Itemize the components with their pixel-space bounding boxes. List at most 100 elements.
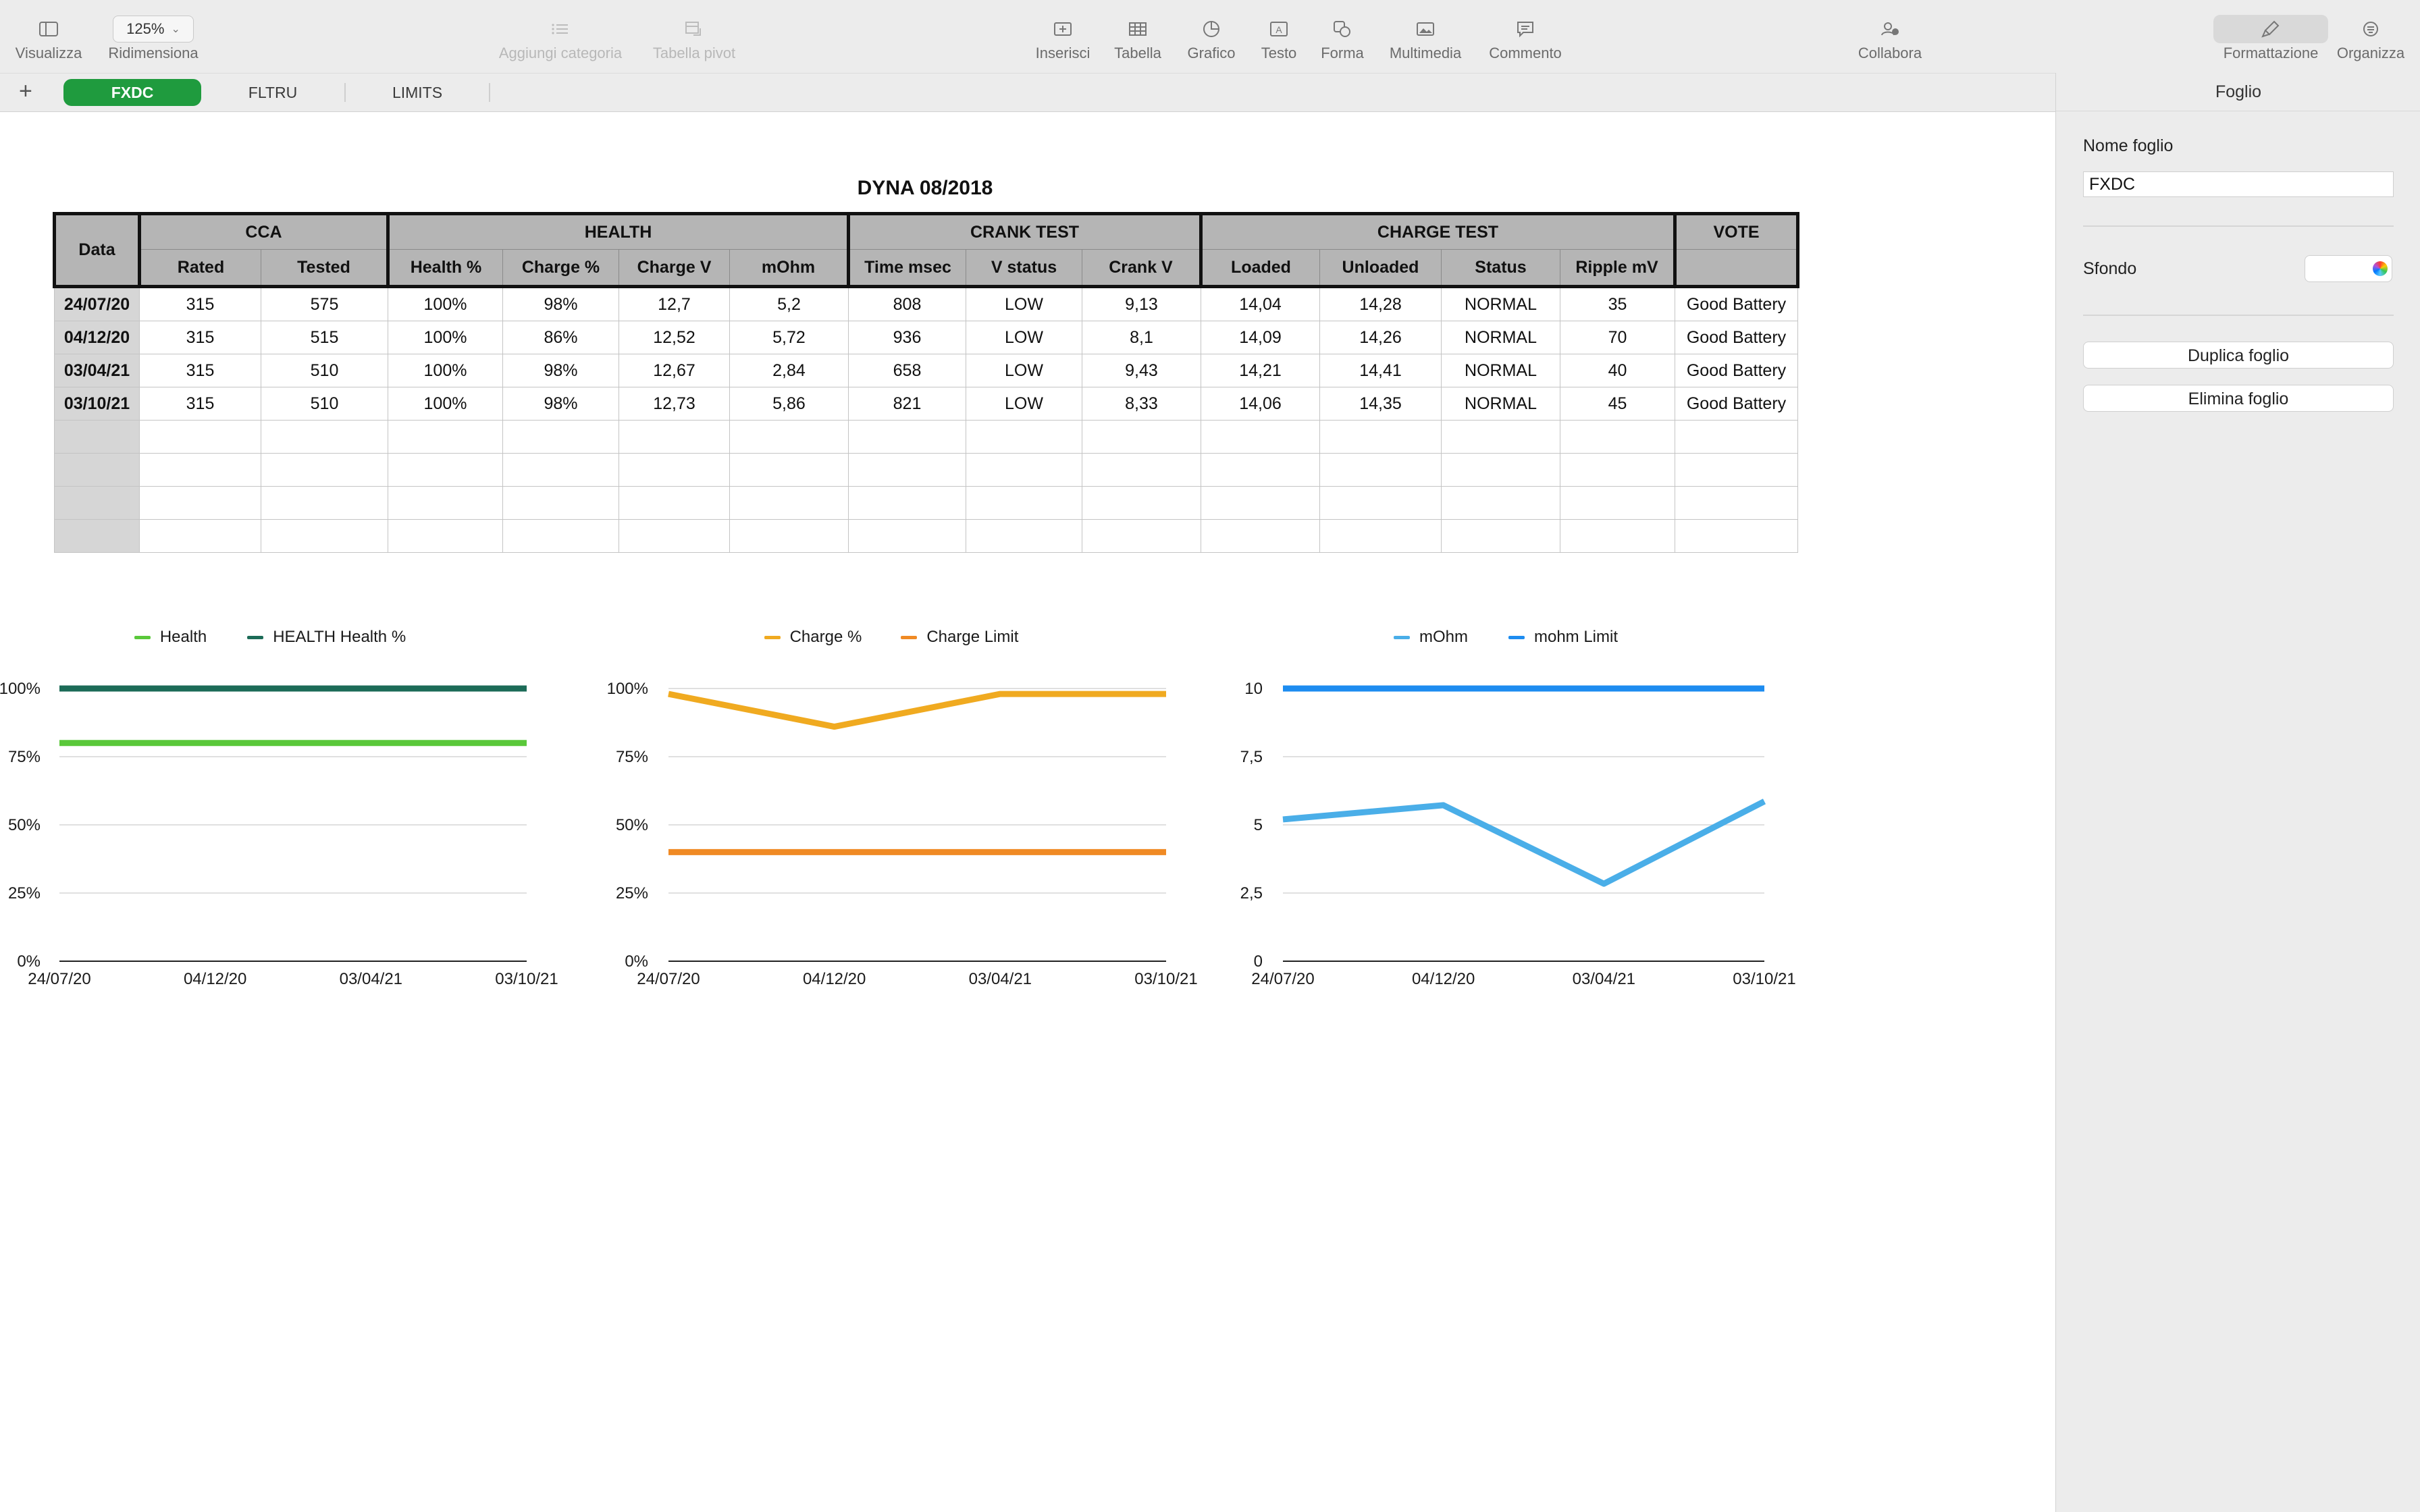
table-cell[interactable]: 14,35: [1319, 387, 1442, 421]
table-cell[interactable]: NORMAL: [1441, 387, 1560, 421]
table-cell[interactable]: [848, 486, 966, 520]
organize-button[interactable]: Organizza: [2334, 14, 2408, 68]
table-cell[interactable]: 14,04: [1201, 286, 1320, 321]
table-cell[interactable]: 8,1: [1082, 321, 1201, 354]
table-cell[interactable]: 98%: [502, 286, 619, 321]
table-cell[interactable]: 2,84: [729, 354, 849, 387]
table-cell[interactable]: 510: [261, 354, 388, 387]
table-cell[interactable]: 12,67: [619, 354, 730, 387]
table-cell[interactable]: 510: [261, 387, 388, 421]
add-category-button[interactable]: Aggiungi categoria: [493, 14, 628, 68]
table-cell[interactable]: [848, 453, 966, 487]
table-cell[interactable]: [261, 420, 388, 454]
table-cell[interactable]: [502, 420, 619, 454]
table-cell[interactable]: [388, 420, 503, 454]
table-cell[interactable]: [1082, 519, 1201, 553]
table-cell[interactable]: 315: [139, 387, 261, 421]
table-cell[interactable]: [1560, 486, 1675, 520]
table-cell[interactable]: Good Battery: [1675, 286, 1798, 321]
health-chart[interactable]: 0% 25% 50% 75% 100% 24/07/20 04/12/20 03/04/21 0…: [0, 608, 587, 1006]
table-cell[interactable]: [261, 519, 388, 553]
table-cell[interactable]: 315: [139, 321, 261, 354]
table-cell[interactable]: 658: [848, 354, 966, 387]
color-wheel-icon[interactable]: [2373, 261, 2388, 276]
table-cell[interactable]: [1560, 420, 1675, 454]
table-cell[interactable]: [139, 453, 261, 487]
table-cell[interactable]: NORMAL: [1441, 354, 1560, 387]
table-cell[interactable]: 14,09: [1201, 321, 1320, 354]
row-header-empty[interactable]: [54, 486, 140, 520]
table-cell[interactable]: 821: [848, 387, 966, 421]
table-cell[interactable]: 70: [1560, 321, 1675, 354]
table-cell[interactable]: LOW: [966, 321, 1082, 354]
table-cell[interactable]: [848, 420, 966, 454]
row-date[interactable]: 24/07/20: [54, 286, 140, 321]
tab-fltru[interactable]: FLTRU: [248, 84, 298, 101]
table-cell[interactable]: [1319, 486, 1442, 520]
table-button[interactable]: Tabella: [1107, 14, 1168, 68]
shape-button[interactable]: Forma: [1315, 14, 1369, 68]
table-cell[interactable]: [966, 420, 1082, 454]
table-cell[interactable]: [966, 486, 1082, 520]
tab-limits[interactable]: LIMITS: [392, 84, 443, 101]
format-button[interactable]: Formattazione: [2213, 14, 2328, 68]
table-cell[interactable]: 5,72: [729, 321, 849, 354]
table-cell[interactable]: [729, 453, 849, 487]
table-cell[interactable]: Good Battery: [1675, 354, 1798, 387]
table-cell[interactable]: [1560, 519, 1675, 553]
table-cell[interactable]: [388, 519, 503, 553]
table-cell[interactable]: 8,33: [1082, 387, 1201, 421]
table-cell[interactable]: [261, 486, 388, 520]
table-cell[interactable]: [1201, 486, 1320, 520]
table-cell[interactable]: [502, 519, 619, 553]
charge-chart[interactable]: 0% 25% 50% 75% 100% 24/07/20 04/12/20 03/04/21 0…: [587, 608, 1209, 1006]
table-cell[interactable]: [619, 453, 730, 487]
table-cell[interactable]: 86%: [502, 321, 619, 354]
delete-sheet-button[interactable]: Elimina foglio: [2083, 385, 2394, 412]
table-cell[interactable]: [1675, 519, 1798, 553]
table-cell[interactable]: 100%: [388, 286, 503, 321]
table-cell[interactable]: 5,2: [729, 286, 849, 321]
table-cell[interactable]: [1675, 486, 1798, 520]
table-cell[interactable]: [1560, 453, 1675, 487]
table-cell[interactable]: Good Battery: [1675, 321, 1798, 354]
table-cell[interactable]: 14,28: [1319, 286, 1442, 321]
table-cell[interactable]: [1201, 453, 1320, 487]
row-date[interactable]: 04/12/20: [54, 321, 140, 354]
table-cell[interactable]: [502, 486, 619, 520]
table-cell[interactable]: 40: [1560, 354, 1675, 387]
table-cell[interactable]: [619, 486, 730, 520]
table-cell[interactable]: 35: [1560, 286, 1675, 321]
insert-button[interactable]: Inserisci: [1028, 14, 1098, 68]
sheet-name-input[interactable]: [2083, 171, 2394, 197]
media-button[interactable]: Multimedia: [1383, 14, 1468, 68]
table-cell[interactable]: [1201, 420, 1320, 454]
table-cell[interactable]: [139, 519, 261, 553]
duplicate-sheet-button[interactable]: Duplica foglio: [2083, 342, 2394, 369]
table-cell[interactable]: [966, 519, 1082, 553]
table-cell[interactable]: [966, 453, 1082, 487]
table-cell[interactable]: 5,86: [729, 387, 849, 421]
table-cell[interactable]: [729, 486, 849, 520]
mohm-chart[interactable]: 0 2,5 5 7,5 10 24/07/20 04/12/20 03/04/21 03/10/…: [1209, 608, 1816, 1006]
pivot-table-button[interactable]: Tabella pivot: [647, 14, 741, 68]
table-cell[interactable]: 14,41: [1319, 354, 1442, 387]
row-header-empty[interactable]: [54, 420, 140, 454]
table-cell[interactable]: [388, 453, 503, 487]
table-cell[interactable]: 515: [261, 321, 388, 354]
table-cell[interactable]: [502, 453, 619, 487]
table-cell[interactable]: [619, 519, 730, 553]
table-cell[interactable]: [729, 420, 849, 454]
table-cell[interactable]: [848, 519, 966, 553]
table-cell[interactable]: [1441, 453, 1560, 487]
background-color-well[interactable]: [2305, 255, 2392, 282]
table-cell[interactable]: 14,26: [1319, 321, 1442, 354]
tab-fxdc[interactable]: FXDC: [63, 79, 201, 106]
table-cell[interactable]: 12,52: [619, 321, 730, 354]
table-cell[interactable]: [261, 453, 388, 487]
table-cell[interactable]: 936: [848, 321, 966, 354]
table-cell[interactable]: [1319, 519, 1442, 553]
table-cell[interactable]: [1201, 519, 1320, 553]
table-cell[interactable]: 12,7: [619, 286, 730, 321]
table-cell[interactable]: [729, 519, 849, 553]
